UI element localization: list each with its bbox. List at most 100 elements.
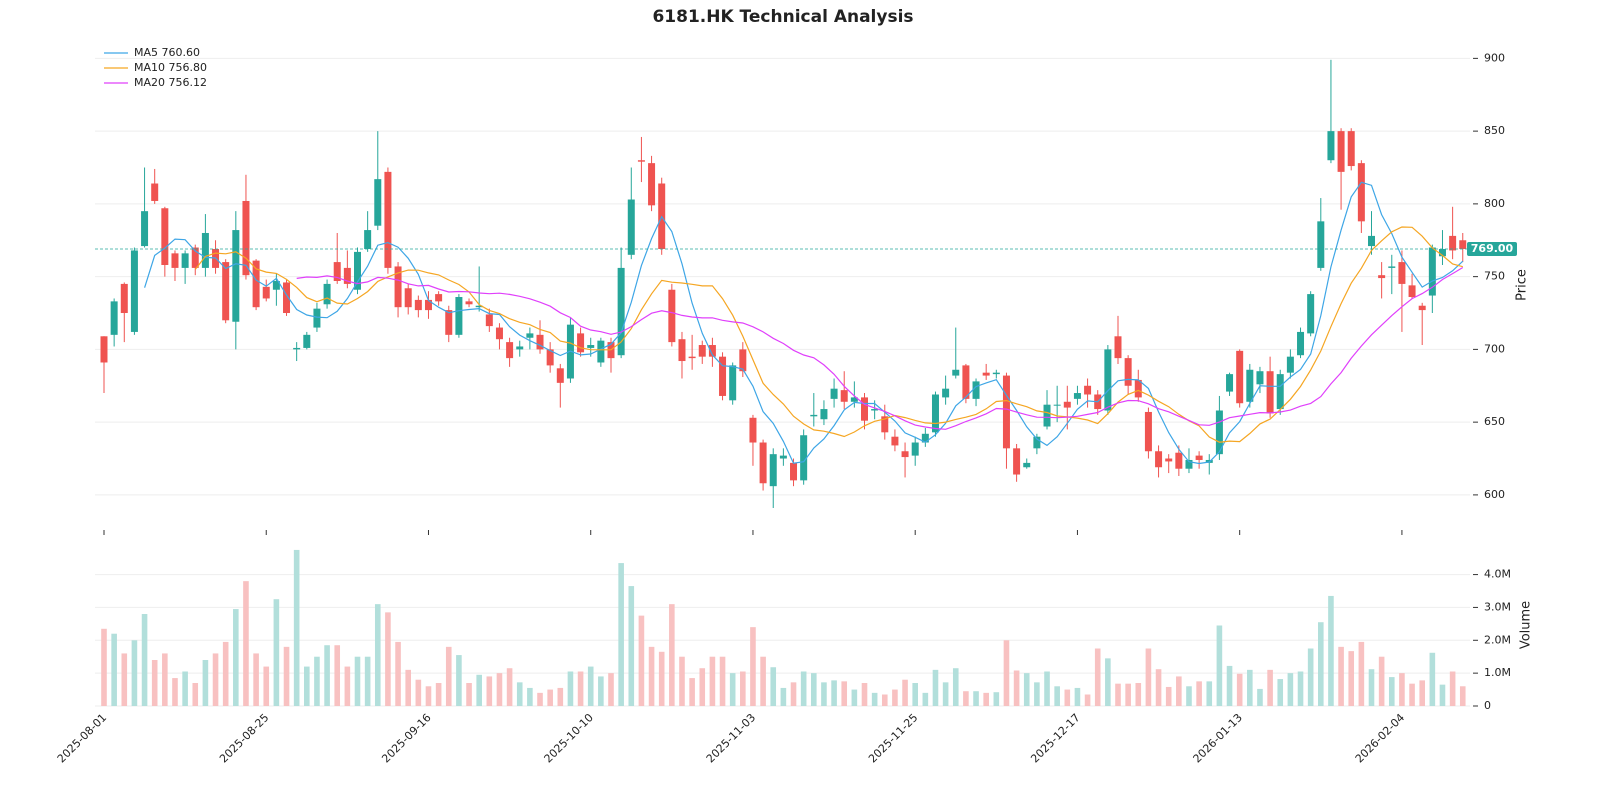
volume-bar [1155,669,1162,706]
candle-body [333,262,341,281]
candle-body [850,397,858,402]
volume-bar [496,673,503,706]
candle-body [942,388,950,398]
volume-bar [1368,669,1375,706]
volume-bar [1429,652,1436,706]
candle-body [536,334,544,350]
volume-bar [669,604,675,706]
volume-bar [202,660,209,706]
candle-body [891,436,899,446]
volume-bar [598,676,604,706]
volume-bar [1348,651,1355,706]
volume-bar [760,656,766,706]
volume-bar [111,633,117,706]
candle-body [668,289,676,343]
volume-bar [811,673,817,706]
candle-body [404,288,412,308]
candle-body [181,253,189,268]
volume-bar [243,581,249,706]
volume-bar [456,655,462,706]
volume-bar [1003,640,1010,706]
volume-bar [364,656,371,706]
candle-body [1286,356,1294,373]
volume-bar [699,668,706,706]
y-tick-label: 700 [1484,342,1505,355]
y-tick-label: 1.0M [1484,666,1511,679]
y-tick-label: 4.0M [1484,568,1511,581]
candle-body [931,394,939,433]
candle-body [222,262,230,321]
volume-bar [1287,673,1294,706]
volume-bar [1135,683,1142,706]
candle-body [232,230,240,322]
volume-bar [1449,671,1456,706]
volume-bar [1257,688,1263,706]
candle-body [800,435,808,481]
candle-body [1297,331,1305,356]
candle-body [1327,131,1335,161]
volume-bar [1338,646,1344,706]
volume-bar [101,628,107,706]
volume-bar [314,656,320,706]
candle-body [1388,266,1396,268]
volume-bar [1307,648,1314,706]
candle-body [921,433,929,443]
candle-body [1073,393,1081,399]
volume-bar [1206,681,1213,706]
y-tick-label: 0 [1484,699,1491,712]
volume-bar [1115,683,1121,706]
x-tick-label: 2025-12-17 [1028,711,1082,765]
volume-bar [222,641,229,706]
volume-bar [577,671,584,706]
candle-body [313,308,321,328]
volume-bar [263,666,270,706]
candle-body [577,333,585,353]
volume-bar [628,586,635,706]
legend-label: MA10 756.80 [134,61,207,74]
candle-body [1165,458,1173,462]
candle-body [972,381,980,399]
volume-bar [780,687,787,706]
legend-label: MA20 756.12 [134,76,207,89]
candle-body [1246,369,1254,402]
candle-body [1134,379,1142,398]
candle-body [1053,404,1061,406]
candle-body [1175,452,1183,469]
candle-body [465,301,473,305]
candle-body [627,199,635,255]
volume-bar [821,682,827,706]
candle-body [303,334,311,348]
candle-body [272,281,280,290]
candle-body [1185,459,1193,469]
volume-bar [304,666,310,706]
x-tick-label: 2025-11-03 [704,711,758,765]
volume-bar [415,679,422,706]
volume-bar [1358,641,1365,706]
volume-bar [648,646,655,706]
candle-body [151,183,159,201]
volume-bar [608,673,614,706]
volume-bar [151,660,158,706]
volume-bar [192,683,199,706]
y-axis-label: Price [1515,269,1530,301]
volume-bar [1054,686,1060,706]
candle-body [445,310,453,335]
candle-body [617,267,625,356]
volume-bar [131,640,138,706]
volume-bar [1186,686,1192,706]
volume-bar [1176,676,1182,706]
candle-body [708,345,716,357]
candle-body [475,305,483,308]
candle-body [1195,455,1203,460]
volume-bar [851,689,858,706]
candle-body [556,368,564,383]
volume-bar [537,692,543,706]
volume-bar [324,645,330,706]
volume-bar [1084,694,1091,706]
volume-bar [1318,622,1324,706]
ma-line [194,226,1463,443]
volume-bar [861,683,868,706]
volume-bar [374,604,381,706]
candle-body [161,208,169,265]
